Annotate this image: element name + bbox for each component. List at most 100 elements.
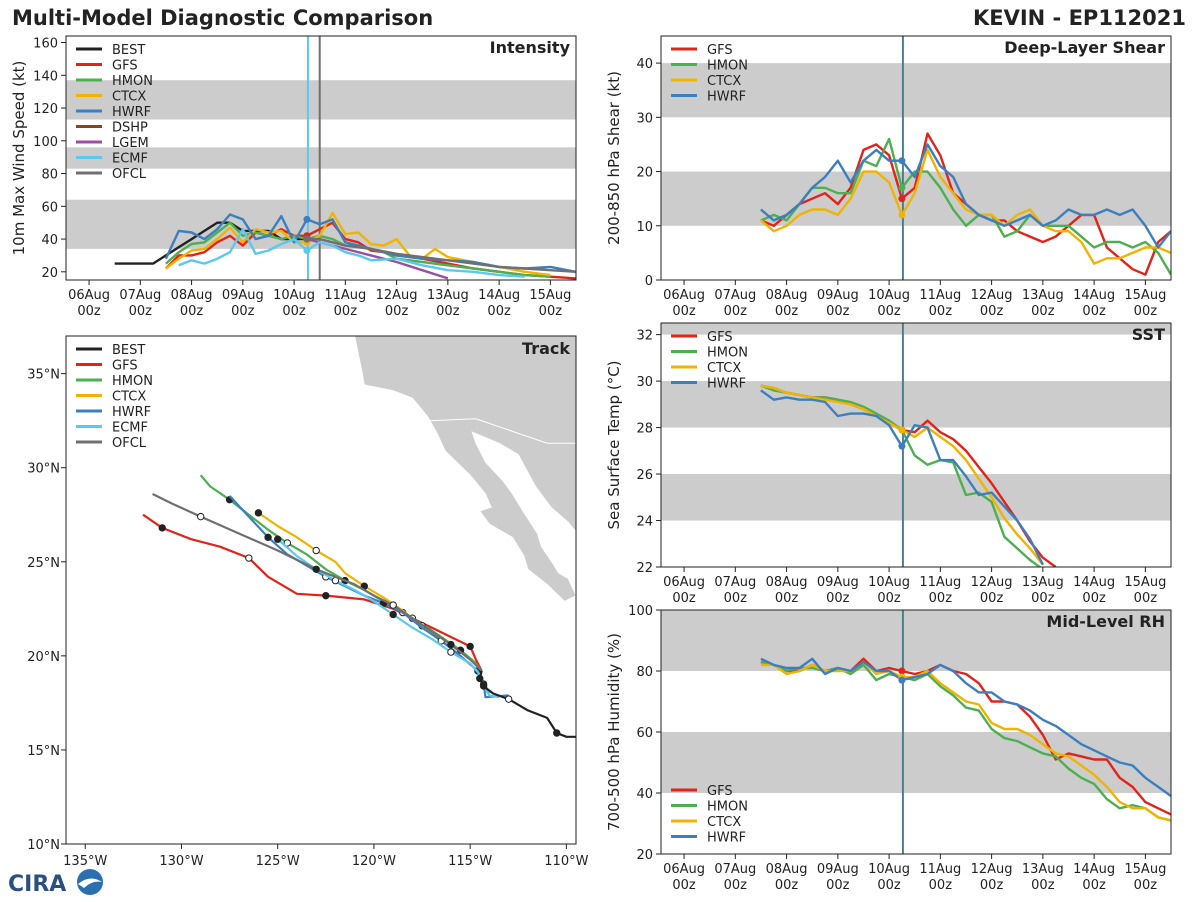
sst-xtick-label: 00z bbox=[877, 591, 901, 606]
rh-xtick-label: 00z bbox=[877, 878, 901, 893]
intensity-legend-label: CTCX bbox=[112, 90, 146, 105]
land-mass bbox=[354, 336, 576, 602]
shear-ylabel: 200-850 hPa Shear (kt) bbox=[605, 71, 623, 245]
track-point-ecmf bbox=[389, 610, 397, 619]
shear-xtick-label: 13Aug bbox=[1022, 288, 1064, 303]
shear-xtick-label: 00z bbox=[826, 304, 850, 319]
sst-xtick-label: 00z bbox=[929, 591, 953, 606]
shear-ytick-label: 0 bbox=[645, 274, 653, 289]
intensity-xtick-label: 00z bbox=[539, 304, 563, 319]
sst-panel: 22242628303206Aug00z07Aug00z08Aug00z09Au… bbox=[605, 322, 1172, 606]
shear-xtick-label: 00z bbox=[1031, 304, 1055, 319]
intensity-series-ofcl bbox=[306, 237, 576, 273]
rh-marker-gfs bbox=[898, 667, 906, 675]
intensity-xtick-label: 00z bbox=[129, 304, 153, 319]
shear-series-ctcx bbox=[760, 148, 1171, 265]
intensity-frame bbox=[65, 35, 577, 281]
rh-legend-label: HWRF bbox=[707, 831, 746, 846]
sst-ytick-label: 24 bbox=[636, 515, 653, 530]
sst-frame bbox=[660, 322, 1172, 568]
shear-xtick-label: 10Aug bbox=[868, 288, 910, 303]
track-ytick-label: 25°N bbox=[27, 556, 60, 571]
track-legend-label: HWRF bbox=[112, 405, 151, 420]
sst-legend-label: HWRF bbox=[707, 377, 746, 392]
sst-legend-label: CTCX bbox=[707, 361, 741, 376]
intensity-legend-label: GFS bbox=[112, 59, 138, 74]
shear-xtick-label: 14Aug bbox=[1073, 288, 1115, 303]
intensity-xtick-label: 00z bbox=[385, 304, 409, 319]
shear-xtick-label: 00z bbox=[1134, 304, 1158, 319]
sst-xtick-label: 08Aug bbox=[766, 575, 808, 590]
sst-xtick-label: 15Aug bbox=[1124, 575, 1166, 590]
sst-legend-label: GFS bbox=[707, 330, 733, 345]
track-point-ofcl bbox=[389, 601, 397, 609]
shear-legend-label: CTCX bbox=[707, 74, 741, 89]
intensity-xtick-label: 15Aug bbox=[529, 288, 571, 303]
track-point-gfs bbox=[158, 524, 166, 532]
track-legend-label: BEST bbox=[112, 343, 145, 358]
intensity-band-2 bbox=[66, 80, 576, 120]
track-ofcl bbox=[152, 493, 483, 672]
sst-xtick-label: 00z bbox=[1082, 591, 1106, 606]
rh-ytick-label: 80 bbox=[636, 665, 653, 680]
intensity-ytick-label: 120 bbox=[33, 102, 58, 117]
storm-id: KEVIN - EP112021 bbox=[972, 6, 1186, 30]
rh-xtick-label: 14Aug bbox=[1073, 862, 1115, 877]
track-ytick-label: 15°N bbox=[27, 744, 60, 759]
track-ytick-label: 30°N bbox=[27, 462, 60, 477]
intensity-ytick-label: 40 bbox=[41, 233, 58, 248]
sst-xtick-label: 07Aug bbox=[714, 575, 756, 590]
shear-xtick-label: 00z bbox=[877, 304, 901, 319]
sst-ylabel: Sea Surface Temp (°C) bbox=[605, 360, 623, 529]
intensity-xtick-label: 00z bbox=[487, 304, 511, 319]
sst-xtick-label: 00z bbox=[980, 591, 1004, 606]
intensity-ytick-label: 100 bbox=[33, 135, 58, 150]
rh-xtick-label: 12Aug bbox=[971, 862, 1013, 877]
intensity-xtick-label: 14Aug bbox=[478, 288, 520, 303]
rh-ytick-label: 20 bbox=[636, 848, 653, 863]
sst-marker-hwrf bbox=[898, 442, 906, 450]
track-panel: 135°W 130°W 125°W 120°W 115°W 110°W 10°N 15°N 20… bbox=[27, 335, 589, 869]
shear-xtick-label: 08Aug bbox=[766, 288, 808, 303]
shear-panel: 01020304006Aug00z07Aug00z08Aug00z09Aug00… bbox=[605, 35, 1172, 319]
shear-frame bbox=[660, 35, 1172, 281]
track-xtick-label: 115°W bbox=[448, 854, 492, 869]
shear-series-hmon bbox=[760, 137, 1171, 276]
track-ecmf bbox=[276, 538, 500, 699]
rh-xtick-label: 00z bbox=[1031, 878, 1055, 893]
track-ytick-label: 10°N bbox=[27, 838, 60, 853]
shear-series-hwrf bbox=[760, 143, 1171, 249]
sst-band-2 bbox=[661, 323, 1171, 335]
intensity-xtick-label: 10Aug bbox=[273, 288, 315, 303]
rh-xtick-label: 00z bbox=[1134, 878, 1158, 893]
intensity-marker-ecmf bbox=[303, 247, 311, 255]
track-legend-label: CTCX bbox=[112, 390, 146, 405]
track-point-best bbox=[553, 729, 561, 737]
rh-xtick-label: 08Aug bbox=[766, 862, 808, 877]
rh-xtick-label: 10Aug bbox=[868, 862, 910, 877]
track-hwrf bbox=[228, 495, 509, 699]
intensity-legend-label: HMON bbox=[112, 74, 153, 89]
page-title: Multi-Model Diagnostic Comparison bbox=[12, 6, 434, 30]
intensity-title: Intensity bbox=[490, 38, 571, 57]
track-legend-label: GFS bbox=[112, 359, 138, 374]
intensity-xtick-label: 13Aug bbox=[427, 288, 469, 303]
track-point-best bbox=[504, 695, 513, 703]
logo-text: CIRA bbox=[8, 872, 66, 897]
rh-band-1 bbox=[661, 610, 1171, 671]
sst-band-1 bbox=[661, 381, 1171, 428]
track-ytick-label: 35°N bbox=[27, 368, 60, 383]
intensity-xtick-label: 09Aug bbox=[222, 288, 264, 303]
shear-ytick-label: 20 bbox=[636, 166, 653, 181]
intensity-legend-label: HWRF bbox=[112, 105, 151, 120]
sst-marker-ctcx bbox=[898, 426, 906, 434]
track-point-ofcl bbox=[312, 565, 320, 574]
shear-marker-ctcx bbox=[898, 211, 906, 219]
shear-ytick-label: 40 bbox=[636, 57, 653, 72]
sst-xtick-label: 00z bbox=[1031, 591, 1055, 606]
cira-logo: CIRA bbox=[6, 866, 106, 898]
intensity-legend-label: LGEM bbox=[112, 136, 149, 151]
intensity-ytick-label: 60 bbox=[41, 200, 58, 215]
shear-marker-gfs bbox=[898, 195, 906, 203]
